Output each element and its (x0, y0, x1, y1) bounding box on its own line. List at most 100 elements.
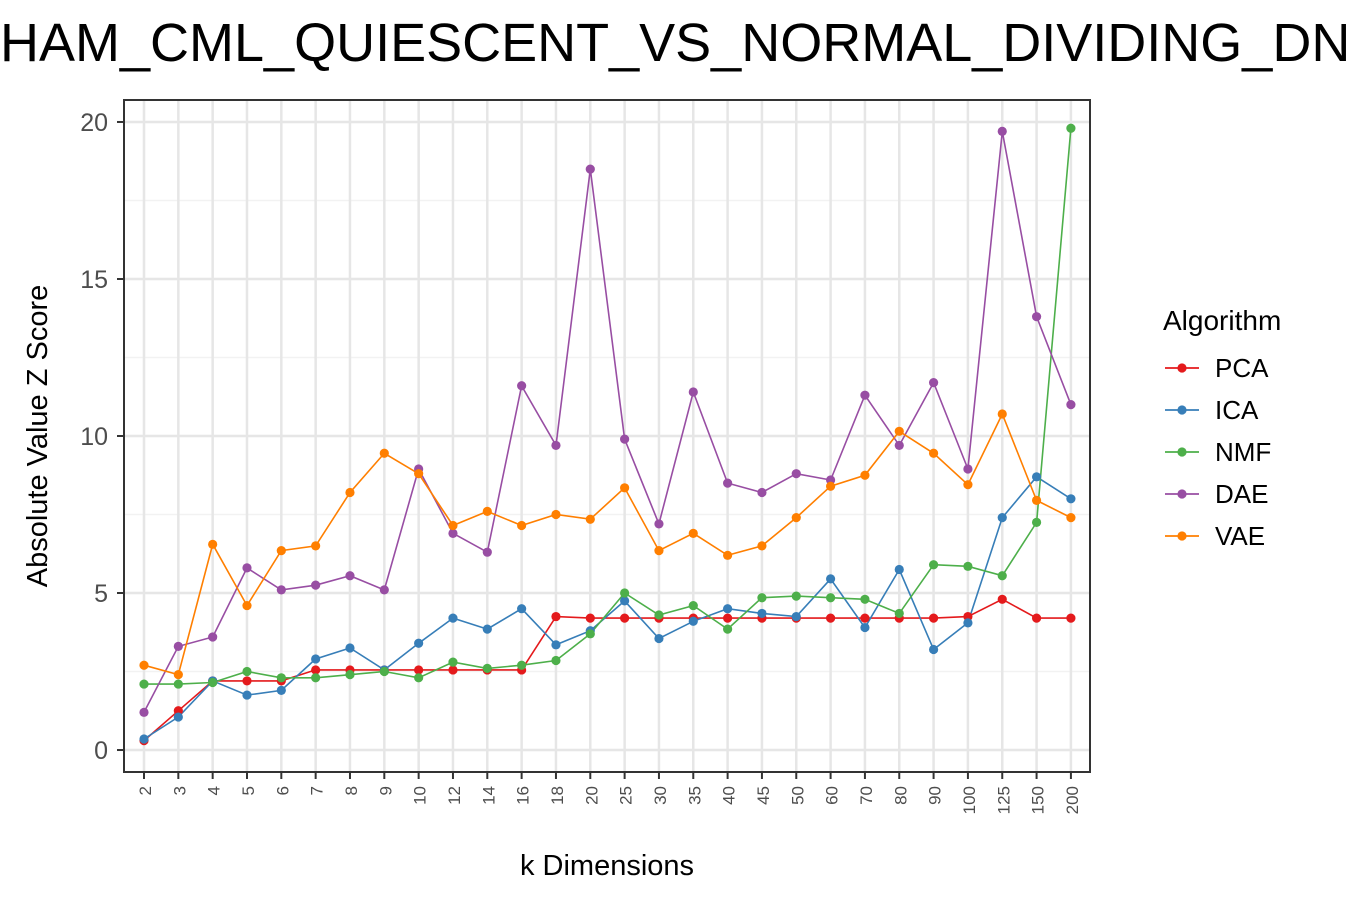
data-point-vae (208, 539, 218, 549)
data-point-vae (860, 470, 870, 480)
series-line-ica (143, 475, 1072, 740)
data-point-vae (757, 541, 767, 551)
data-point-vae (688, 528, 698, 538)
data-point-dae (379, 585, 389, 595)
data-point-pca (723, 613, 733, 623)
data-point-pca (1031, 613, 1042, 623)
y-tick-label: 5 (94, 580, 108, 608)
data-point-nmf (139, 679, 149, 689)
x-tick-label: 35 (685, 786, 704, 805)
legend-item-vae: VAE (1163, 515, 1281, 557)
y-tick-label: 15 (80, 266, 108, 294)
x-tick-label: 60 (823, 786, 842, 805)
data-point-dae (963, 464, 973, 474)
legend-item-nmf: NMF (1163, 431, 1281, 473)
data-point-ica (345, 643, 355, 653)
data-point-nmf (276, 673, 286, 683)
data-point-vae (173, 670, 183, 680)
data-point-dae (517, 381, 527, 391)
data-point-dae (654, 519, 664, 529)
data-point-nmf (242, 666, 252, 677)
data-point-vae (1031, 495, 1042, 505)
legend-label: PCA (1215, 352, 1269, 383)
x-tick-label: 7 (308, 786, 327, 795)
data-point-dae (997, 126, 1007, 137)
data-point-nmf (482, 663, 492, 673)
data-point-pca (551, 611, 561, 622)
data-point-ica (620, 596, 630, 606)
data-point-dae (860, 390, 870, 400)
data-point-nmf (826, 593, 836, 603)
legend-title: Algorithm (1163, 305, 1282, 336)
data-point-ica (242, 690, 252, 700)
legend: Algorithm PCA ICA NMF DAE VAE (1163, 305, 1281, 557)
data-point-vae (585, 514, 595, 524)
data-point-ica (517, 604, 527, 614)
legend-label: ICA (1215, 394, 1259, 425)
data-point-vae (517, 520, 527, 531)
series-line-nmf (144, 128, 1072, 685)
data-point-nmf (1031, 517, 1042, 527)
data-point-vae (242, 600, 252, 611)
data-point-ica (894, 564, 904, 575)
data-point-dae (723, 478, 733, 488)
data-point-pca (585, 613, 595, 623)
data-point-pca (826, 613, 836, 623)
data-point-dae (276, 585, 286, 595)
legend-items: PCA ICA NMF DAE VAE (1163, 347, 1281, 557)
legend-swatch (1165, 405, 1199, 415)
x-tick-label: 2 (136, 786, 155, 795)
data-point-pca (860, 613, 870, 623)
data-point-ica (791, 611, 801, 622)
x-tick-label: 18 (548, 786, 567, 805)
data-point-nmf (723, 624, 733, 634)
x-tick-label: 25 (617, 786, 636, 805)
x-tick-label: 20 (582, 786, 601, 805)
data-point-nmf (1066, 123, 1076, 133)
data-point-ica (654, 633, 664, 644)
data-point-vae (276, 546, 286, 556)
data-point-vae (482, 506, 492, 516)
x-tick-label: 4 (205, 786, 224, 795)
data-point-ica (997, 513, 1007, 523)
x-tick-label: 16 (514, 786, 533, 805)
data-point-nmf (517, 660, 527, 670)
data-point-vae (997, 409, 1007, 419)
x-tick-label: 125 (994, 786, 1013, 814)
series-line-vae (143, 412, 1072, 676)
data-point-vae (620, 483, 630, 493)
data-point-pca (997, 594, 1007, 604)
data-point-pca (414, 665, 424, 675)
chart-title: HAM_CML_QUIESCENT_VS_NORMAL_DIVIDING_DN (0, 13, 1350, 73)
data-point-vae (963, 480, 973, 490)
data-point-ica (860, 622, 870, 633)
y-tick-label: 10 (80, 423, 108, 451)
data-point-dae (585, 164, 595, 174)
data-point-nmf (894, 608, 904, 619)
data-point-nmf (928, 560, 939, 570)
data-point-vae (1066, 513, 1076, 523)
x-tick-label: 8 (342, 786, 361, 795)
x-tick-label: 3 (170, 786, 189, 795)
data-point-nmf (551, 655, 561, 666)
data-point-nmf (585, 629, 595, 639)
data-point-nmf (620, 588, 630, 598)
data-point-vae (894, 426, 904, 436)
data-point-vae (139, 660, 149, 670)
data-point-ica (928, 644, 939, 655)
data-point-ica (688, 616, 698, 626)
data-point-dae (242, 563, 252, 573)
x-tick-label: 80 (891, 786, 910, 805)
y-axis-title: Absolute Value Z Score (22, 285, 54, 588)
data-point-pca (620, 613, 630, 623)
data-point-ica (173, 712, 183, 722)
data-point-ica (276, 685, 286, 695)
data-point-nmf (860, 594, 870, 604)
data-point-pca (448, 665, 458, 675)
data-point-nmf (311, 673, 321, 683)
data-point-dae (1031, 312, 1042, 322)
data-point-ica (1066, 494, 1076, 504)
data-point-nmf (654, 610, 664, 620)
data-point-pca (242, 676, 252, 686)
data-point-vae (345, 487, 355, 498)
